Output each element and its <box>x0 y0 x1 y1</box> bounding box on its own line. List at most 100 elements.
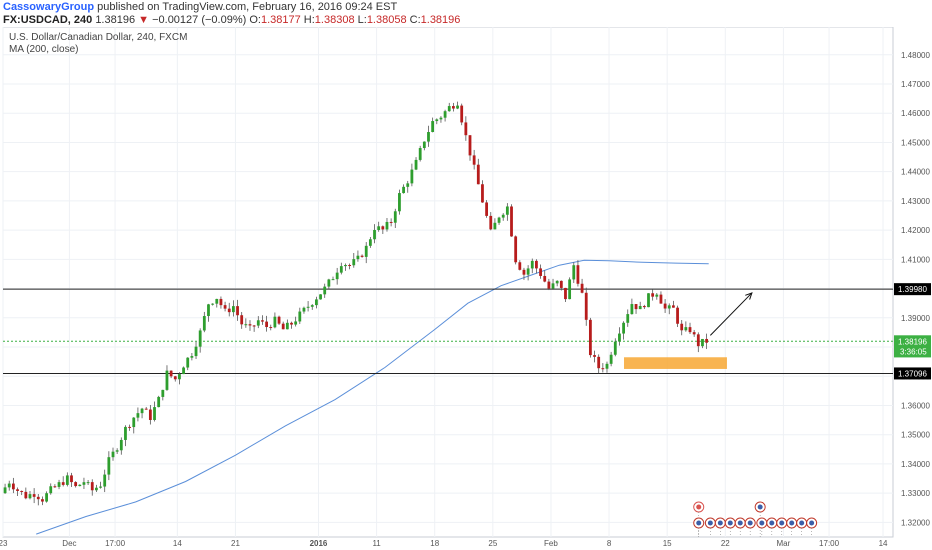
candle-body <box>543 275 547 282</box>
current-price-tag <box>894 335 931 348</box>
candle-body <box>381 226 385 230</box>
time-tick-label: 11 <box>372 539 381 548</box>
support-zone <box>624 357 727 369</box>
candle-body <box>49 486 53 494</box>
candle-body <box>207 304 210 317</box>
countdown-label: 3:36:05 <box>900 347 927 356</box>
chart-legend-indicator[interactable]: MA (200, close) <box>9 44 79 55</box>
candle-body <box>107 457 111 475</box>
event-dot <box>707 520 713 526</box>
author-link[interactable]: CassowaryGroup <box>3 1 95 13</box>
candle-body <box>364 245 368 257</box>
candle-body <box>497 217 501 223</box>
candle-body <box>418 148 422 160</box>
level-price-tag <box>894 367 931 380</box>
candle-body <box>696 334 700 347</box>
price-tick-label: 1.47000 <box>901 80 930 89</box>
horizontal-levels <box>3 288 893 374</box>
open-value: 1.38177 <box>260 14 301 26</box>
candle-body <box>356 255 360 260</box>
candle-body <box>443 111 447 118</box>
candle-body <box>427 132 430 142</box>
countdown-tag <box>894 345 931 358</box>
time-tick-label: Mar <box>777 539 791 548</box>
time-tick-label: 15 <box>663 539 672 548</box>
candle-body <box>439 117 443 120</box>
candle-body <box>526 268 530 275</box>
candlestick-series <box>3 101 709 506</box>
candle-body <box>111 451 115 458</box>
candle-body <box>676 307 679 324</box>
candle-body <box>663 303 667 309</box>
level-price-label: 1.37096 <box>898 369 927 378</box>
candle-body <box>148 409 152 420</box>
event-dot <box>737 520 743 526</box>
event-dot <box>696 520 702 526</box>
low-value: 1.38058 <box>366 14 407 26</box>
candle-body <box>339 266 343 273</box>
candle-body <box>327 279 331 287</box>
candle-body <box>530 260 534 269</box>
candle-body <box>460 105 464 123</box>
candle-body <box>99 486 102 488</box>
time-axis[interactable]: 23 Dec 17:00 14 21 2016 11 18 25 Feb 8 15 22 Mar 17:00… <box>0 539 888 548</box>
candle-body <box>74 482 78 487</box>
candle-body <box>642 306 646 308</box>
candle-body <box>198 330 202 347</box>
candle-body <box>547 281 551 289</box>
publish-line: CassowaryGroup published on TradingView.… <box>3 1 397 13</box>
candle-body <box>705 338 709 343</box>
candle-body <box>431 121 435 133</box>
time-tick-label: 23 <box>0 539 8 548</box>
candle-body <box>468 135 472 156</box>
candle-body <box>7 483 11 488</box>
event-dot <box>769 520 775 526</box>
candle-body <box>202 316 206 331</box>
candle-body <box>555 280 559 284</box>
price-tick-label: 1.36000 <box>901 401 930 410</box>
price-tick-label: 1.43000 <box>901 197 930 206</box>
price-tick-label: 1.44000 <box>901 168 930 177</box>
candle-body <box>493 222 497 230</box>
candle-body <box>240 315 244 325</box>
event-dot <box>759 520 765 526</box>
candle-body <box>593 355 596 357</box>
high-value: 1.38308 <box>314 14 355 26</box>
candle-body <box>256 320 260 326</box>
event-dot <box>717 520 723 526</box>
candle-body <box>140 408 144 414</box>
candle-body <box>28 494 32 499</box>
candle-body <box>680 323 684 331</box>
candle-body <box>78 484 82 487</box>
candle-body <box>16 489 19 491</box>
candle-body <box>219 298 223 306</box>
level-price-label: 1.39980 <box>898 285 927 294</box>
candle-body <box>24 491 28 499</box>
candle-body <box>82 482 86 485</box>
candle-body <box>273 316 277 328</box>
price-tick-label: 1.45000 <box>901 138 930 147</box>
candle-body <box>281 323 285 330</box>
price-axis[interactable]: 1.32000 1.33000 1.34000 1.35000 1.36000 1.370… <box>894 51 931 528</box>
time-tick-label: Feb <box>544 539 558 548</box>
candle-body <box>522 269 526 275</box>
price-tick-label: 1.42000 <box>901 226 930 235</box>
candle-body <box>115 450 119 452</box>
candle-body <box>373 229 376 240</box>
candle-body <box>236 306 239 316</box>
candle-body <box>285 322 289 330</box>
candle-body <box>505 206 509 215</box>
candle-body <box>622 322 625 334</box>
level-price-tag <box>894 283 931 296</box>
price-chart[interactable]: 1.32000 1.33000 1.34000 1.35000 1.36000 1.370… <box>0 27 932 550</box>
candle-body <box>248 324 252 326</box>
candle-body <box>45 493 48 502</box>
candle-body <box>3 487 7 494</box>
low-label: L: <box>357 14 367 26</box>
candle-body <box>211 303 215 305</box>
candle-body <box>103 474 107 487</box>
price-tick-label: 1.33000 <box>901 489 930 498</box>
candle-body <box>655 294 659 297</box>
candle-body <box>194 346 198 357</box>
price-tick-label: 1.39000 <box>901 314 930 323</box>
